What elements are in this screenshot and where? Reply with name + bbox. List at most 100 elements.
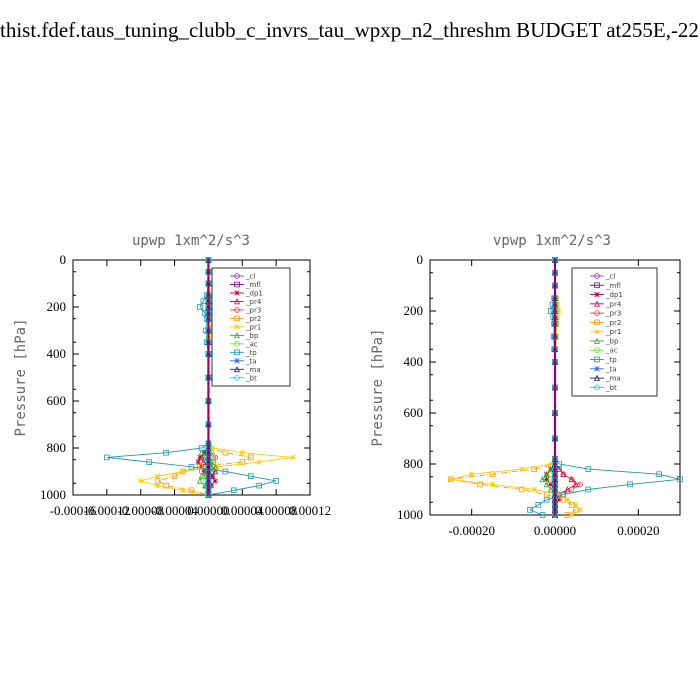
series-point <box>543 496 550 503</box>
legend-marker <box>594 366 600 372</box>
series-point <box>585 466 592 472</box>
legend-label: _ma <box>605 375 621 383</box>
legend-marker <box>234 273 240 279</box>
legend-marker <box>234 315 240 322</box>
legend-box <box>211 267 291 387</box>
page-title: thist.fdef.taus_tuning_clubb_c_invrs_tau… <box>0 18 699 42</box>
legend-marker <box>234 324 240 330</box>
series-point <box>568 476 575 483</box>
legend-marker <box>234 307 240 313</box>
legend-marker <box>594 282 600 289</box>
legend-label: _dp1 <box>245 289 263 297</box>
series-point <box>577 481 583 488</box>
y-tick-label: 200 <box>47 299 67 314</box>
series-point <box>273 478 279 484</box>
x-tick-label: -0.00020 <box>448 523 495 538</box>
legend-marker <box>593 300 601 307</box>
y-tick-label: 200 <box>404 303 424 318</box>
series-point <box>543 470 550 477</box>
y-tick-label: 1000 <box>397 507 423 522</box>
legend-marker <box>233 365 241 373</box>
series-point <box>539 512 546 518</box>
y-tick-label: 0 <box>60 252 67 267</box>
legend-label: _bt <box>245 374 257 382</box>
y-tick-label: 1000 <box>40 487 66 502</box>
series-point <box>477 481 483 488</box>
legend-label: _ta <box>605 365 617 373</box>
series-point <box>627 481 633 488</box>
series-point <box>543 476 550 482</box>
series-point <box>163 482 169 489</box>
legend-label: _ac <box>245 340 258 348</box>
series-point <box>556 497 562 503</box>
series-point <box>568 486 575 493</box>
series-point <box>468 471 475 477</box>
legend-marker <box>593 374 601 381</box>
legend-label: _pr2 <box>245 315 261 323</box>
series-point <box>568 512 575 518</box>
series-point <box>222 468 229 475</box>
series-point <box>573 502 579 508</box>
panel-title: vpwp 1xm^2/s^3 <box>493 233 611 249</box>
series-point <box>198 449 205 456</box>
legend-label: _pr1 <box>245 323 261 331</box>
series-point <box>560 471 567 478</box>
legend-label: _bp <box>605 337 619 345</box>
legend-label: _pr3 <box>605 310 621 318</box>
y-tick-label: 800 <box>47 440 67 455</box>
y-tick-label: 800 <box>404 456 424 471</box>
x-tick-label: 0.00000 <box>534 523 576 538</box>
y-axis-label: Pressure [hPa] <box>370 328 386 446</box>
series-pr2 <box>448 257 579 518</box>
series-point <box>197 454 203 461</box>
series-point <box>146 459 152 465</box>
legend-label: _cl <box>245 273 255 281</box>
series-point <box>198 445 205 451</box>
legend-label: _pr2 <box>605 319 621 327</box>
series-point <box>200 454 207 461</box>
y-tick-label: 0 <box>417 252 424 267</box>
series-point <box>527 507 533 513</box>
series-point <box>212 468 219 475</box>
series-point <box>256 482 263 489</box>
series-point <box>518 486 525 493</box>
series-point <box>548 461 554 467</box>
legend-marker <box>234 358 240 364</box>
series-point <box>247 454 254 461</box>
y-tick-label: 400 <box>47 346 67 361</box>
series-point <box>195 459 201 465</box>
series-point <box>180 487 186 493</box>
series-point <box>247 473 254 479</box>
y-tick-label: 600 <box>404 405 424 420</box>
series-point <box>231 487 237 494</box>
x-tick-label: 0.00000 <box>187 503 229 518</box>
series-point <box>212 478 218 484</box>
legend-label: _ta <box>245 357 257 365</box>
x-tick-label: -0.00008 <box>117 503 164 518</box>
series-pr1 <box>448 257 583 518</box>
series-point <box>548 481 554 488</box>
legend-marker <box>593 337 601 344</box>
series-point <box>564 497 571 503</box>
series-point <box>171 473 178 479</box>
x-tick-label: -0.00016 <box>50 503 97 518</box>
legend-marker <box>594 328 600 335</box>
series-point <box>489 481 496 488</box>
series-point <box>547 486 554 493</box>
series-point <box>531 486 537 493</box>
legend-label: _pr3 <box>245 306 261 314</box>
legend-marker <box>594 384 600 391</box>
series-point <box>543 481 550 488</box>
legend-label: _tp <box>605 356 617 364</box>
x-tick-label: 0.00012 <box>289 503 331 518</box>
legend-label: _tp <box>245 349 257 357</box>
legend-label: _ma <box>245 366 261 374</box>
legend-label: _ac <box>605 347 618 355</box>
series-point <box>677 476 683 483</box>
series-point <box>564 486 571 493</box>
series-point <box>163 449 169 456</box>
legend-label: _pr4 <box>245 298 262 306</box>
series-point <box>212 463 219 470</box>
legend-label: _mfl <box>245 281 261 289</box>
legend-marker <box>594 319 600 326</box>
